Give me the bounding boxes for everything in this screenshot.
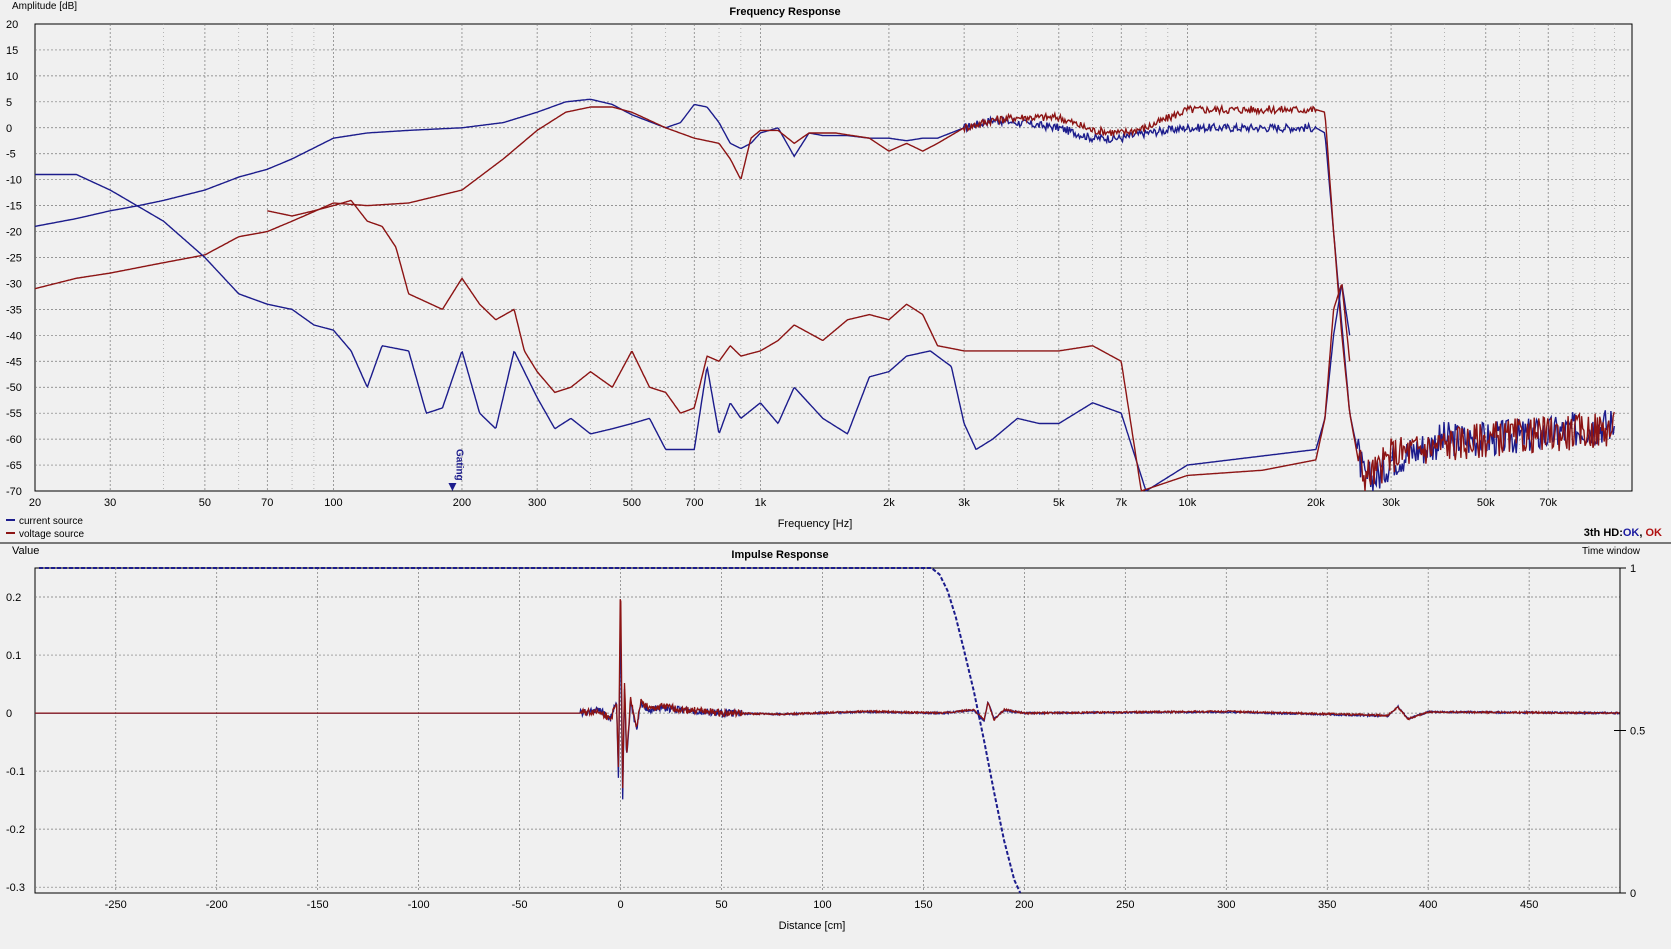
ir-y-tick-label: -0.1 <box>6 766 25 778</box>
fr-series-voltage-source-fundamental <box>34 103 1615 492</box>
ir-x-tick-label: -250 <box>105 899 127 911</box>
fr-y-tick-label: 10 <box>6 71 18 83</box>
ir-x-tick-label: 450 <box>1520 899 1538 911</box>
ir-x-tick-label: 200 <box>1015 899 1033 911</box>
fr-x-tick-label: 500 <box>623 497 641 509</box>
harmonic-distortion-status: 3th HD:OK, OK <box>1584 527 1662 539</box>
ir-series-voltage-source <box>35 599 1621 789</box>
fr-x-tick-label: 3k <box>958 497 970 509</box>
fr-x-tick-label: 100 <box>324 497 342 509</box>
fr-x-tick-label: 700 <box>685 497 703 509</box>
fr-y-tick-label: 0 <box>6 123 12 135</box>
ir-x-tick-label: -50 <box>512 899 528 911</box>
fr-y-tick-label: 20 <box>6 19 18 31</box>
ir-time-window-axis: 10.50 <box>1614 563 1645 900</box>
ir-x-tick-label: 0 <box>617 899 623 911</box>
fr-x-tick-label: 5k <box>1053 497 1065 509</box>
fr-x-tick-label: 10k <box>1178 497 1196 509</box>
fr-grid <box>34 23 1633 492</box>
fr-x-tick-label: 20 <box>29 497 41 509</box>
ir-x-tick-label: 50 <box>715 899 727 911</box>
fr-x-tick-label: 50k <box>1477 497 1495 509</box>
fr-x-tick-label: 20k <box>1307 497 1325 509</box>
fr-x-tick-labels: 20 30 50 70 100 200 300 500 700 1k 2k 3k 5k 7k 10k 20k 3… <box>29 497 1558 509</box>
ir-time-window-tick-label: 0 <box>1630 888 1636 900</box>
fr-y-tick-label: -45 <box>6 356 22 368</box>
gating-marker: Gating <box>448 449 464 491</box>
ir-x-tick-label: 300 <box>1217 899 1235 911</box>
fr-y-tick-label: 15 <box>6 45 18 57</box>
ir-y-tick-labels: 0.2 0.1 0 -0.1 -0.2 -0.3 <box>6 592 25 894</box>
fr-x-tick-label: 1k <box>755 497 767 509</box>
fr-series-group <box>34 98 1615 492</box>
ir-y-tick-label: 0.2 <box>6 592 21 604</box>
ir-time-window-tick-label: 0.5 <box>1630 726 1645 738</box>
ir-x-tick-label: 400 <box>1419 899 1437 911</box>
fr-series-voltage-source-harmonic <box>267 199 1351 492</box>
ir-time-window-label: Time window <box>1582 546 1641 557</box>
fr-y-tick-label: -10 <box>6 175 22 187</box>
legend-label-voltage: voltage source <box>19 529 84 540</box>
ir-y-tick-label: -0.2 <box>6 824 25 836</box>
ir-y-tick-label: 0 <box>6 708 12 720</box>
fr-y-tick-label: -20 <box>6 227 22 239</box>
fr-y-tick-label: -25 <box>6 253 22 265</box>
ir-x-tick-label: -150 <box>307 899 329 911</box>
fr-y-tick-label: -55 <box>6 408 22 420</box>
impulse-response-panel: -250 -200 -150 -100 -50 0 50 100 150 200 250 300 350… <box>6 545 1645 932</box>
fr-y-tick-label: -70 <box>6 486 22 498</box>
fr-series-current-source-harmonic <box>35 173 1351 492</box>
legend-label-current: current source <box>19 516 83 527</box>
gating-label: Gating <box>453 449 464 481</box>
fr-y-tick-labels: 20 15 10 5 0 -5 -10 -15 -20 -25 -30 -35 -40 -45 -50 -55… <box>6 19 22 498</box>
fr-y-tick-label: -60 <box>6 434 22 446</box>
fr-y-axis-label: Amplitude [dB] <box>12 1 77 12</box>
hd-status-separator: , <box>1639 527 1645 539</box>
ir-x-tick-label: 250 <box>1116 899 1134 911</box>
ir-y-tick-label: -0.3 <box>6 882 25 894</box>
hd-status-ok-voltage: OK <box>1646 527 1663 539</box>
gating-arrow-icon <box>448 483 457 491</box>
fr-x-tick-label: 30k <box>1382 497 1400 509</box>
ir-chart-title: Impulse Response <box>731 549 828 561</box>
fr-x-tick-label: 2k <box>883 497 895 509</box>
ir-time-window-tick-label: 1 <box>1630 563 1636 575</box>
fr-y-tick-label: -15 <box>6 201 22 213</box>
ir-x-axis-label: Distance [cm] <box>779 920 846 932</box>
fr-x-tick-label: 70 <box>261 497 273 509</box>
hd-status-ok-current: OK <box>1623 527 1640 539</box>
ir-x-tick-label: -200 <box>206 899 228 911</box>
fr-y-tick-label: -65 <box>6 460 22 472</box>
fr-x-tick-label: 30 <box>104 497 116 509</box>
fr-chart-title: Frequency Response <box>729 6 840 18</box>
ir-x-tick-label: 350 <box>1318 899 1336 911</box>
fr-x-tick-label: 50 <box>199 497 211 509</box>
fr-y-tick-label: -5 <box>6 149 16 161</box>
ir-x-tick-label: -100 <box>408 899 430 911</box>
fr-y-tick-label: 5 <box>6 97 12 109</box>
frequency-response-panel: 20 30 50 70 100 200 300 500 700 1k 2k 3k 5k 7k 10k 20k 3… <box>6 1 1662 540</box>
fr-x-tick-label: 70k <box>1539 497 1557 509</box>
ir-x-tick-label: 150 <box>914 899 932 911</box>
fr-x-tick-label: 7k <box>1115 497 1127 509</box>
ir-y-axis-label: Value <box>12 545 39 557</box>
ir-time-window-curve <box>39 567 1022 894</box>
fr-y-tick-label: -30 <box>6 278 22 290</box>
ir-series-group <box>35 567 1621 894</box>
hd-status-prefix: 3th HD: <box>1584 527 1623 539</box>
fr-legend: current source voltage source <box>6 516 84 540</box>
ir-y-tick-label: 0.1 <box>6 650 21 662</box>
fr-x-tick-label: 200 <box>453 497 471 509</box>
fr-x-tick-label: 300 <box>528 497 546 509</box>
fr-y-tick-label: -35 <box>6 304 22 316</box>
fr-x-axis-label: Frequency [Hz] <box>778 518 853 530</box>
fr-y-tick-label: -40 <box>6 330 22 342</box>
ir-x-tick-labels: -250 -200 -150 -100 -50 0 50 100 150 200 250 300 350… <box>105 899 1539 911</box>
fr-y-tick-label: -50 <box>6 382 22 394</box>
ir-x-tick-label: 100 <box>813 899 831 911</box>
